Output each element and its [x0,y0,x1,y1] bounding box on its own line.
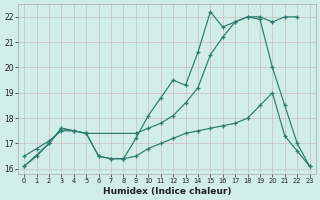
X-axis label: Humidex (Indice chaleur): Humidex (Indice chaleur) [103,187,231,196]
